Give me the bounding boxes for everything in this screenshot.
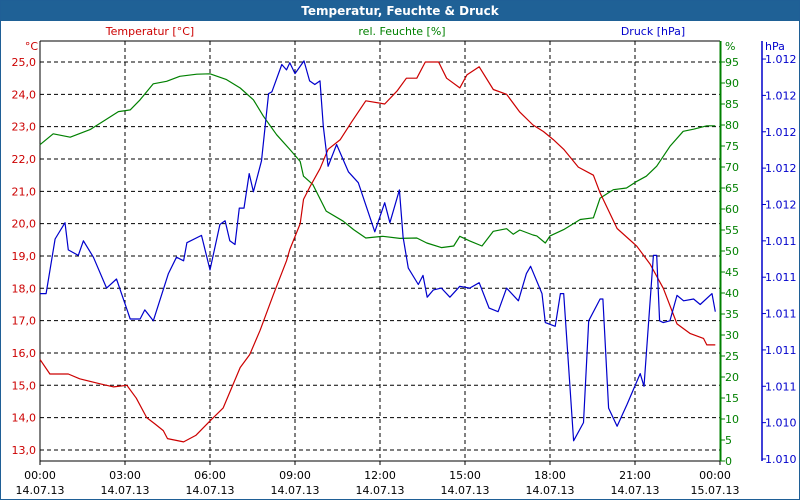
temperature-tick-label: 20,0 xyxy=(12,218,37,231)
humidity-tick-label: 70 xyxy=(725,161,739,174)
x-tick-date: 14.07.13 xyxy=(186,484,235,497)
humidity-tick-label: 80 xyxy=(725,119,739,132)
humidity-series-line xyxy=(39,73,716,249)
pressure-tick-label: 1.011 xyxy=(765,380,797,393)
pressure-tick-label: 1.011 xyxy=(765,344,797,357)
x-tick-time: 12:00 xyxy=(364,469,396,482)
temperature-tick-label: 24,0 xyxy=(12,88,37,101)
temperature-tick-label: 22,0 xyxy=(12,153,37,166)
temperature-tick-label: 17,0 xyxy=(12,315,37,328)
x-tick-date: 14.07.13 xyxy=(271,484,320,497)
x-tick-date: 14.07.13 xyxy=(101,484,150,497)
x-tick-date: 14.07.13 xyxy=(526,484,575,497)
pressure-tick-label: 1.012 xyxy=(765,89,797,102)
humidity-tick-label: 30 xyxy=(725,329,739,342)
humidity-tick-label: 65 xyxy=(725,182,739,195)
pressure-series-line xyxy=(40,60,716,442)
humidity-tick-label: 20 xyxy=(725,371,739,384)
pressure-tick-label: 1.011 xyxy=(765,308,797,321)
temperature-tick-label: 18,0 xyxy=(12,282,37,295)
humidity-tick-label: 95 xyxy=(725,56,739,69)
humidity-tick-label: 15 xyxy=(725,392,739,405)
x-tick-date: 14.07.13 xyxy=(611,484,660,497)
humidity-tick-label: 75 xyxy=(725,140,739,153)
pressure-tick-label: 1.012 xyxy=(765,53,797,66)
temperature-unit: °C xyxy=(25,40,39,53)
x-tick-time: 09:00 xyxy=(279,469,311,482)
x-tick-date: 14.07.13 xyxy=(16,484,65,497)
x-tick-date: 14.07.13 xyxy=(356,484,405,497)
humidity-tick-label: 90 xyxy=(725,77,739,90)
temperature-tick-label: 16,0 xyxy=(12,347,37,360)
temperature-axis-title: Temperatur [°C] xyxy=(105,25,194,38)
temperature-tick-label: 19,0 xyxy=(12,250,37,263)
x-tick-date: 15.07.13 xyxy=(691,484,740,497)
x-tick-time: 00:00 xyxy=(24,469,56,482)
x-tick-time: 03:00 xyxy=(109,469,141,482)
humidity-tick-label: 40 xyxy=(725,287,739,300)
humidity-tick-label: 35 xyxy=(725,308,739,321)
pressure-tick-label: 1.012 xyxy=(765,162,797,175)
humidity-tick-label: 45 xyxy=(725,266,739,279)
x-tick-time: 18:00 xyxy=(534,469,566,482)
temperature-tick-label: 23,0 xyxy=(12,121,37,134)
humidity-tick-label: 25 xyxy=(725,350,739,363)
x-tick-time: 06:00 xyxy=(194,469,226,482)
pressure-tick-label: 1.010 xyxy=(765,453,797,466)
temperature-series-line xyxy=(39,61,716,443)
temperature-tick-label: 13,0 xyxy=(12,444,37,457)
temperature-tick-label: 25,0 xyxy=(12,56,37,69)
humidity-axis-title: rel. Feuchte [%] xyxy=(358,25,445,38)
x-tick-time: 15:00 xyxy=(449,469,481,482)
pressure-tick-label: 1.011 xyxy=(765,271,797,284)
pressure-axis-title: Druck [hPa] xyxy=(621,25,685,38)
humidity-tick-label: 60 xyxy=(725,203,739,216)
temperature-tick-label: 14,0 xyxy=(12,412,37,425)
temperature-tick-label: 15,0 xyxy=(12,379,37,392)
pressure-tick-label: 1.011 xyxy=(765,235,797,248)
window-title: Temperatur, Feuchte & Druck xyxy=(1,1,799,21)
humidity-unit: % xyxy=(725,40,735,53)
humidity-tick-label: 50 xyxy=(725,245,739,258)
pressure-tick-label: 1.012 xyxy=(765,198,797,211)
humidity-tick-label: 0 xyxy=(725,455,732,468)
pressure-unit: hPa xyxy=(765,40,785,53)
x-tick-time: 00:00 xyxy=(699,469,731,482)
humidity-tick-label: 5 xyxy=(725,434,732,447)
x-tick-time: 21:00 xyxy=(619,469,651,482)
humidity-tick-label: 10 xyxy=(725,413,739,426)
humidity-tick-label: 85 xyxy=(725,98,739,111)
pressure-tick-label: 1.010 xyxy=(765,417,797,430)
temperature-tick-label: 21,0 xyxy=(12,185,37,198)
humidity-tick-label: 55 xyxy=(725,224,739,237)
x-tick-date: 14.07.13 xyxy=(441,484,490,497)
pressure-tick-label: 1.012 xyxy=(765,126,797,139)
